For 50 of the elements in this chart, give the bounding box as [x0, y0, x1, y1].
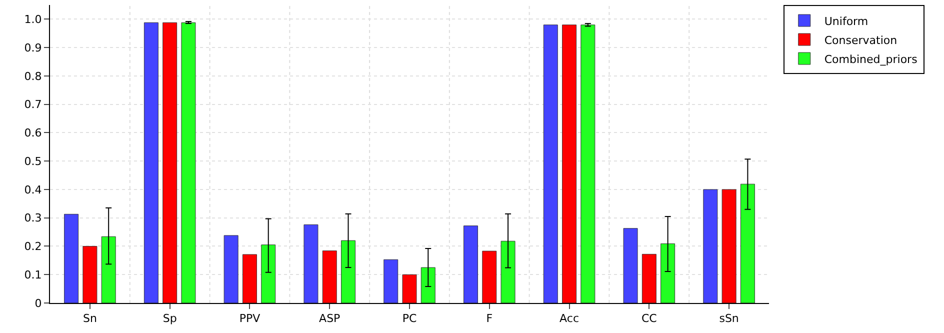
y-tick-label: 0.1 — [24, 268, 42, 282]
bar — [224, 235, 238, 303]
x-tick-label: PPV — [239, 312, 261, 326]
x-tick-label: Sn — [82, 312, 97, 326]
bar — [703, 189, 718, 303]
y-tick-label: 0.9 — [24, 41, 42, 54]
bar — [402, 274, 417, 303]
bar — [261, 244, 276, 303]
bar — [482, 250, 497, 303]
bar — [242, 254, 257, 303]
x-tick-label: Sp — [162, 312, 177, 326]
legend-label: Combined_priors — [824, 52, 918, 66]
bar — [623, 228, 638, 303]
bar — [660, 243, 676, 303]
x-tick-label: ASP — [319, 312, 341, 326]
x-tick-label: sSn — [719, 312, 739, 326]
x-tick-label: PC — [402, 312, 417, 326]
bar — [580, 24, 596, 303]
y-tick-label: 0.7 — [24, 98, 42, 112]
bar — [464, 226, 478, 303]
bar — [181, 22, 196, 303]
y-tick-label: 0.5 — [24, 154, 42, 168]
y-tick-label: 1.0 — [24, 13, 42, 26]
bar — [322, 250, 337, 303]
bar — [144, 22, 158, 303]
legend-label: Conservation — [824, 34, 898, 47]
bar — [384, 259, 398, 303]
x-tick-label: F — [486, 312, 493, 326]
y-tick-label: 0.6 — [24, 126, 42, 140]
legend-label: Uniform — [824, 14, 868, 28]
bar — [740, 184, 755, 303]
y-tick-label: 0.3 — [24, 212, 42, 225]
bar — [101, 236, 116, 303]
y-tick-label: 0 — [34, 296, 42, 310]
bar — [500, 240, 516, 303]
x-tick-label: CC — [641, 312, 658, 326]
bar — [162, 22, 178, 303]
bar — [64, 214, 79, 303]
bar — [543, 24, 558, 303]
bar — [304, 224, 318, 303]
bar — [341, 240, 356, 303]
bar — [420, 267, 436, 303]
bar — [562, 24, 577, 303]
bar — [642, 254, 656, 303]
y-tick-label: 0.8 — [24, 70, 42, 83]
y-tick-label: 0.2 — [24, 240, 42, 254]
bar — [722, 189, 736, 303]
y-tick-label: 0.4 — [24, 183, 42, 196]
x-tick-label: Acc — [560, 312, 579, 326]
bar — [82, 246, 98, 303]
